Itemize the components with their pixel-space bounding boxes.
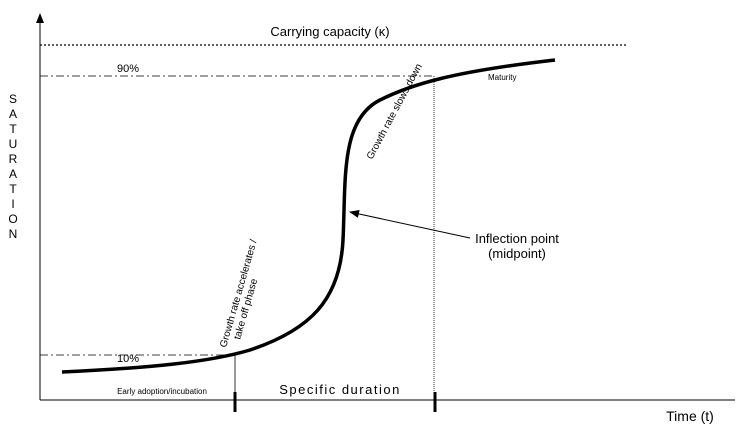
inflection-label: Inflection point xyxy=(475,231,559,246)
slows-label: Growth rate slows down xyxy=(365,62,425,161)
p90-label: 90% xyxy=(117,63,139,75)
duration-label: Specific duration xyxy=(279,382,401,397)
s-curve xyxy=(61,58,556,374)
p10-label: 10% xyxy=(117,353,139,365)
early-label: Early adoption/incubation xyxy=(117,387,207,396)
maturity-label: Maturity xyxy=(488,73,516,82)
y-axis-label: SATURATION xyxy=(6,92,20,242)
inflection-label: (midpoint) xyxy=(488,246,546,261)
inflection-arrow xyxy=(349,209,471,239)
capacity-label: Carrying capacity (κ) xyxy=(270,24,389,39)
x-axis-label: Time (t) xyxy=(666,408,714,424)
